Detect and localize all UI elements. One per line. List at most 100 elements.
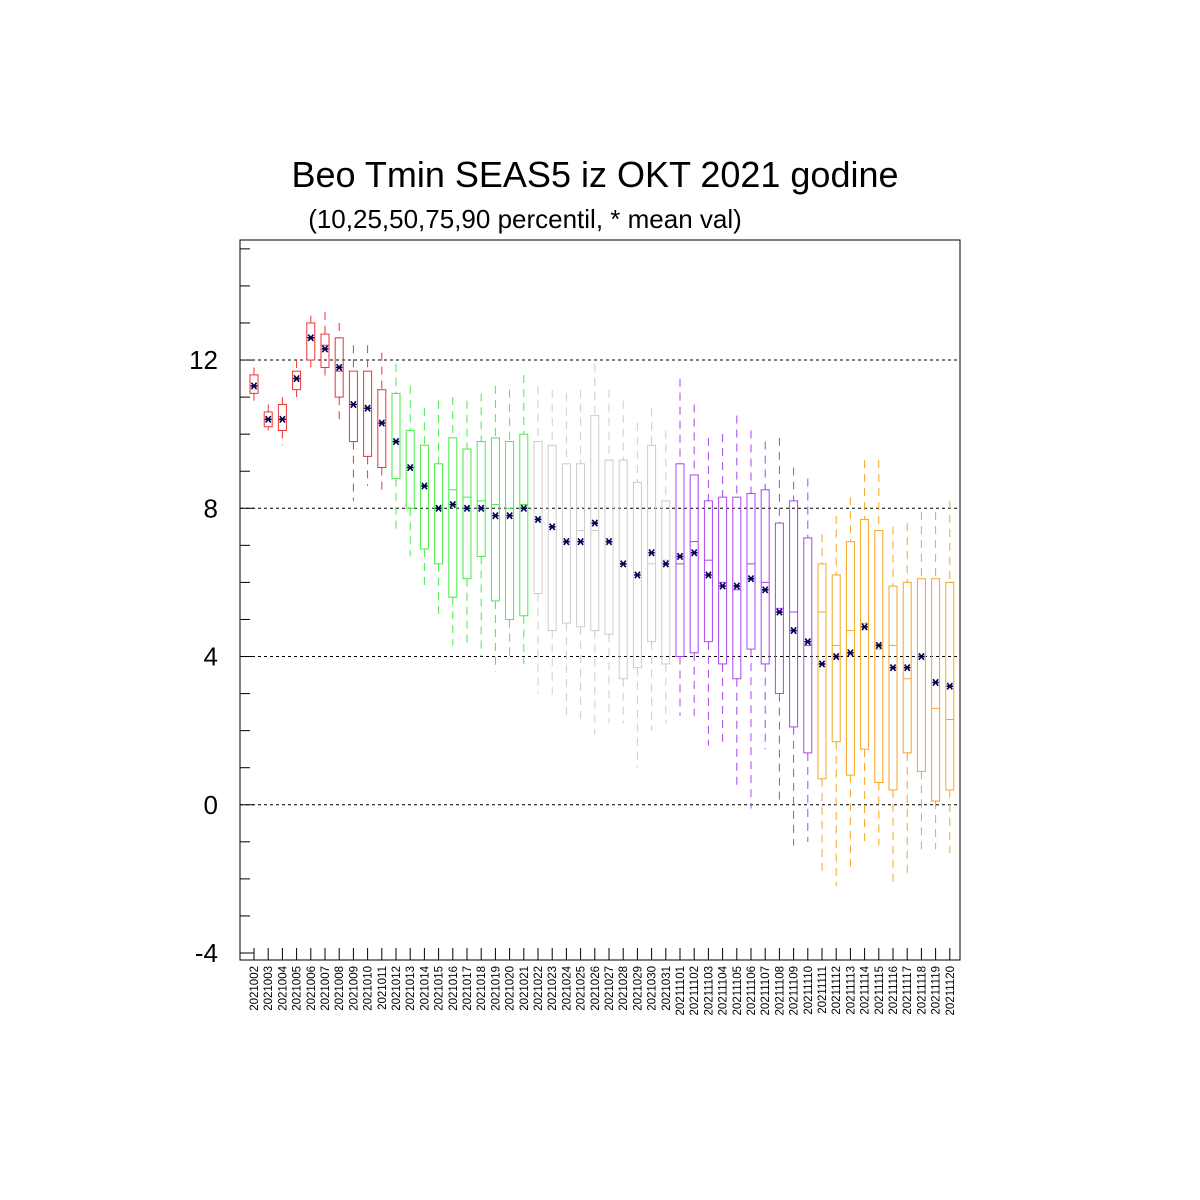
box-2021030 [647, 408, 657, 731]
mean-marker [392, 437, 400, 446]
mean-stroke [449, 500, 456, 509]
box-2021022 [533, 385, 543, 694]
x-tick-label: 20211120 [945, 966, 957, 1015]
x-tick-label: 20211101 [675, 966, 687, 1015]
box-20211119 [931, 511, 941, 850]
mean-stroke [506, 511, 513, 520]
mean-stroke [520, 504, 527, 512]
x-tick-label: 2021019 [490, 966, 502, 1011]
mean-stroke [463, 504, 471, 512]
mean-marker [250, 382, 258, 390]
iqr-box [277, 404, 287, 431]
mean-marker [506, 511, 513, 520]
iqr-box [561, 463, 571, 624]
box-2021002 [249, 367, 259, 401]
x-tick-label: 20211119 [931, 966, 943, 1015]
mean-marker [435, 504, 442, 512]
box-2021029 [632, 423, 642, 768]
mean-stroke [534, 515, 542, 524]
x-tick-label: 2021012 [391, 966, 403, 1011]
x-tick-label: 20211113 [845, 966, 857, 1015]
mean-marker [790, 626, 797, 635]
mean-marker [932, 678, 939, 687]
iqr-box [576, 463, 586, 628]
x-tick-label: 20211103 [703, 966, 715, 1015]
mean-stroke [818, 660, 826, 668]
box-2021020 [505, 389, 515, 661]
mean-marker [534, 515, 542, 524]
mean-stroke [321, 345, 329, 353]
mean-marker [364, 404, 371, 412]
mean-marker [563, 537, 570, 546]
iqr-box [831, 574, 841, 743]
x-tick-label: 2021022 [533, 966, 545, 1011]
iqr-box [647, 444, 657, 643]
x-tick-label: 20211102 [689, 966, 701, 1015]
mean-marker [875, 641, 882, 650]
iqr-box [306, 322, 316, 361]
box-20211114 [860, 460, 870, 842]
box-2021009 [348, 345, 358, 501]
box-20211103 [703, 437, 713, 746]
mean-marker [918, 652, 925, 661]
mean-marker [719, 582, 726, 590]
mean-stroke [790, 626, 797, 635]
x-tick-label: 20211115 [874, 966, 886, 1015]
box-20211111 [817, 534, 827, 876]
mean-stroke [804, 637, 811, 646]
mean-marker [350, 400, 357, 409]
mean-stroke [705, 571, 712, 579]
mean-marker [605, 537, 613, 546]
box-20211116 [888, 526, 898, 883]
x-tick-label: 2021002 [249, 966, 261, 1011]
mean-stroke [350, 400, 357, 409]
iqr-box [292, 370, 302, 391]
mean-stroke [492, 511, 499, 520]
box-2021019 [490, 385, 500, 672]
box-20211110 [803, 478, 813, 842]
x-tick-label: 2021008 [334, 966, 346, 1011]
iqr-box [533, 441, 543, 595]
mean-stroke [378, 419, 385, 427]
mean-marker [549, 523, 556, 531]
mean-marker [676, 552, 684, 561]
x-tick-label: 20211107 [760, 966, 772, 1015]
box-2021016 [448, 397, 458, 646]
iqr-box [363, 370, 373, 457]
x-tick-label: 2021024 [561, 965, 573, 1010]
box-2021018 [476, 393, 486, 657]
box-2021024 [561, 393, 571, 720]
iqr-box [902, 581, 912, 754]
x-tick-label: 20211118 [916, 966, 928, 1015]
y-grid-lines [240, 359, 960, 806]
x-tick-label: 2021028 [618, 966, 630, 1011]
y-tick-label: 4 [204, 642, 218, 672]
x-tick-label: 2021025 [576, 966, 588, 1011]
y-tick-label: 12 [189, 345, 218, 375]
x-tick-label: 20211104 [718, 965, 730, 1015]
x-tick-label: 2021009 [348, 966, 360, 1011]
box-2021003 [263, 404, 273, 431]
chart-title: Beo Tmin SEAS5 iz OKT 2021 godine [291, 154, 898, 195]
iqr-box [320, 333, 330, 368]
x-tick-label: 20211112 [831, 966, 843, 1015]
iqr-box [448, 437, 458, 598]
mean-marker [293, 374, 300, 383]
box-2021010 [363, 345, 373, 487]
mean-stroke [889, 663, 897, 672]
iqr-box [689, 474, 699, 654]
box-2021031 [661, 430, 671, 724]
mean-marker [591, 519, 598, 527]
x-tick-label: 20211109 [789, 966, 801, 1015]
iqr-box [860, 518, 870, 750]
mean-marker [279, 415, 286, 424]
mean-marker [946, 682, 953, 690]
mean-stroke [364, 404, 371, 412]
mean-stroke [747, 574, 755, 583]
mean-stroke [918, 652, 925, 661]
mean-marker [407, 463, 414, 472]
mean-stroke [904, 663, 911, 672]
mean-stroke [605, 537, 613, 546]
box-2021007 [320, 311, 330, 379]
box-2021023 [547, 389, 557, 701]
